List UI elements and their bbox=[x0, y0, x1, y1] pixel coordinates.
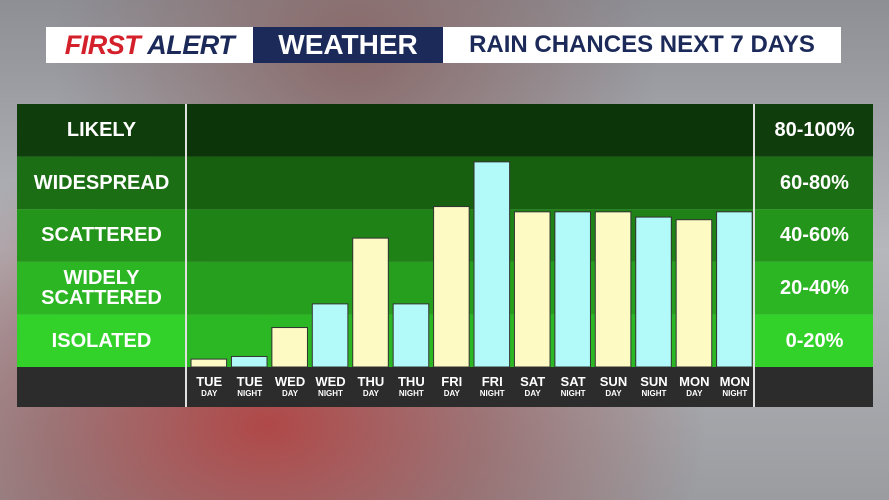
bar bbox=[513, 211, 551, 368]
bar bbox=[473, 161, 511, 368]
bar bbox=[271, 327, 308, 368]
x-tick-label: TUE bbox=[236, 373, 263, 389]
weather-box bbox=[253, 27, 443, 63]
x-tick-label: WED bbox=[315, 373, 346, 389]
x-tick-sublabel: NIGHT bbox=[560, 389, 586, 398]
x-tick-label: THU bbox=[357, 373, 385, 389]
x-tick-sublabel: DAY bbox=[281, 389, 299, 398]
bar bbox=[554, 211, 591, 368]
bar bbox=[230, 355, 268, 368]
title-box bbox=[443, 27, 841, 63]
band-name: WIDESPREAD bbox=[33, 171, 170, 194]
x-tick-label: FRI bbox=[441, 373, 463, 389]
x-tick-label: SAT bbox=[520, 373, 546, 389]
x-tick-label: MON bbox=[719, 373, 750, 389]
band bbox=[17, 156, 873, 210]
bar bbox=[675, 219, 713, 368]
x-tick-sublabel: NIGHT bbox=[398, 389, 424, 398]
x-tick-sublabel: DAY bbox=[686, 389, 703, 398]
brand: FIRST ALERT bbox=[46, 27, 253, 63]
band-range: 20-40% bbox=[780, 277, 849, 300]
chart-title: RAIN CHANCES NEXT 7 DAYS bbox=[469, 31, 815, 58]
x-tick-label: SUN bbox=[640, 373, 668, 389]
x-tick-label: SAT bbox=[560, 373, 586, 389]
x-tick-sublabel: NIGHT bbox=[318, 389, 343, 398]
band-name: WIDELY SCATTERED bbox=[41, 267, 162, 310]
x-tick-label: TUE bbox=[196, 373, 223, 389]
bar bbox=[392, 303, 430, 368]
x-tick-sublabel: NIGHT bbox=[722, 389, 748, 398]
band-name: ISOLATED bbox=[51, 329, 152, 352]
bar bbox=[190, 358, 228, 368]
band-range: 60-80% bbox=[780, 171, 849, 194]
band-range: 40-60% bbox=[780, 224, 849, 247]
x-tick-label: WED bbox=[274, 373, 306, 389]
x-tick-sublabel: NIGHT bbox=[237, 389, 263, 398]
x-tick-sublabel: NIGHT bbox=[641, 389, 667, 398]
footer-row bbox=[17, 367, 873, 407]
bar bbox=[635, 216, 672, 368]
x-tick-sublabel: DAY bbox=[201, 389, 218, 398]
bar bbox=[594, 211, 632, 368]
brand-first: FIRST bbox=[64, 29, 141, 60]
band-range: 0-20% bbox=[785, 329, 844, 352]
brand-box bbox=[46, 27, 253, 63]
brand-weather: WEATHER bbox=[278, 29, 418, 60]
bar bbox=[716, 211, 753, 368]
x-tick-sublabel: DAY bbox=[362, 389, 379, 398]
bar bbox=[352, 237, 389, 368]
bar bbox=[433, 206, 470, 368]
x-tick-label: SUN bbox=[599, 373, 628, 389]
x-tick-sublabel: DAY bbox=[524, 389, 541, 398]
x-tick-sublabel: NIGHT bbox=[479, 389, 505, 398]
x-tick-label: THU bbox=[397, 373, 425, 389]
x-tick-label: FRI bbox=[481, 373, 503, 389]
x-tick-sublabel: DAY bbox=[443, 389, 460, 398]
x-tick-label: MON bbox=[679, 373, 710, 389]
band-range: 80-100% bbox=[774, 119, 855, 142]
brand-alert: ALERT bbox=[147, 29, 235, 60]
band-name: LIKELY bbox=[66, 119, 137, 142]
x-tick-sublabel: DAY bbox=[605, 389, 622, 398]
band bbox=[17, 104, 873, 157]
band-name: SCATTERED bbox=[41, 224, 162, 247]
bar bbox=[311, 303, 349, 368]
